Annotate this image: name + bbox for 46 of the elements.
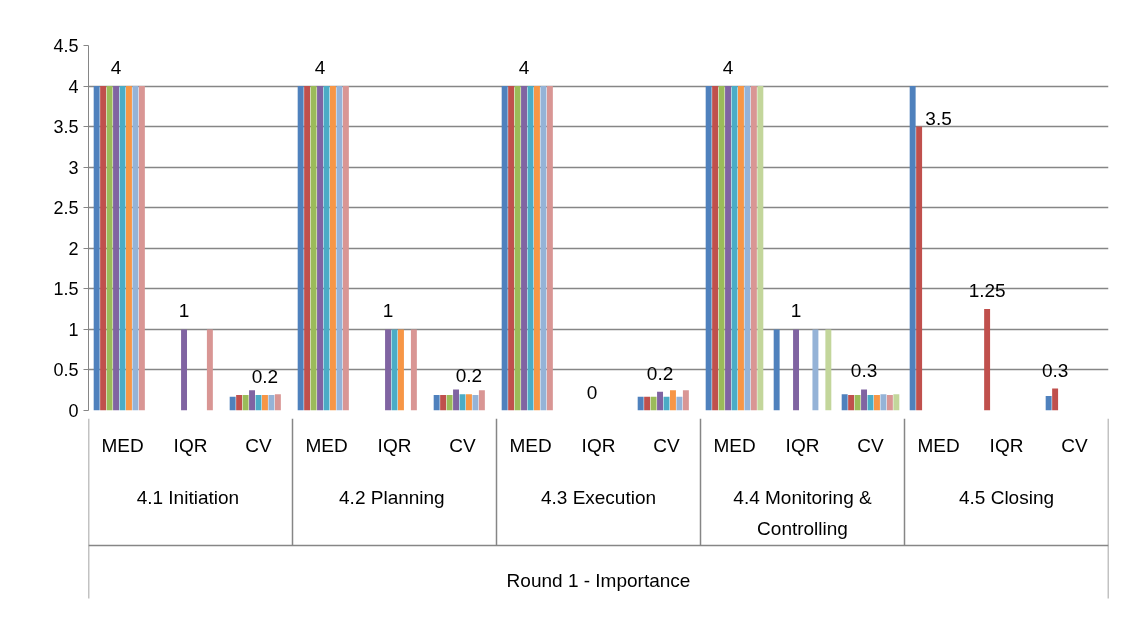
data-label: 4	[110, 57, 122, 79]
y-tick-label: 2	[68, 238, 79, 259]
text: 4.2 Planning	[339, 487, 445, 508]
y-tick-label: 3	[68, 157, 79, 178]
data-label: 0.3	[850, 360, 878, 382]
x-tick-label: MED	[713, 435, 756, 456]
text: 4.4 Monitoring & Controlling	[733, 487, 872, 539]
x-tick-label: IQR	[581, 435, 616, 456]
data-label: 0.2	[646, 362, 674, 384]
data-label: 4	[722, 57, 734, 79]
x-tick-label: MED	[509, 435, 552, 456]
data-label: 0.3	[1041, 359, 1069, 381]
x-tick-label: MED	[917, 435, 960, 456]
x-tick-label: CV	[857, 435, 885, 456]
x-tick-label: IQR	[377, 435, 412, 456]
x-tick-label: CV	[449, 435, 477, 456]
data-label: 4	[314, 57, 326, 79]
data-label: 3.5	[925, 107, 952, 129]
x-tick-label: IQR	[785, 435, 820, 456]
data-label: 1	[382, 300, 394, 322]
data-label: 4	[518, 57, 530, 79]
text: 4.5 Closing	[958, 487, 1055, 508]
x-tick-label: MED	[305, 435, 348, 456]
x-tick-label: CV	[653, 435, 681, 456]
data-label: 1.25	[968, 280, 1006, 302]
x-tick-label: CV	[245, 435, 273, 456]
x-tick-label: MED	[101, 435, 144, 456]
x-tick-label: CV	[1061, 435, 1089, 456]
data-label: 0.2	[455, 365, 483, 387]
y-tick-label: 1	[68, 319, 79, 340]
y-tick-label: 2.5	[53, 198, 79, 219]
y-tick-label: 0	[68, 401, 79, 421]
data-label: 0	[586, 381, 598, 403]
text: 4.3 Execution	[540, 487, 657, 508]
y-tick-label: 4.5	[53, 36, 79, 56]
y-tick-label: 1.5	[53, 279, 79, 300]
text: Round 1 - Importance	[506, 570, 691, 591]
data-label: 1	[178, 300, 190, 322]
x-tick-label: IQR	[989, 435, 1024, 456]
text: 4.1 Initiation	[136, 487, 240, 508]
y-tick-label: 4	[68, 76, 79, 97]
data-label: 0.2	[251, 366, 279, 388]
y-tick-label: 3.5	[53, 117, 79, 138]
y-tick-label: 0.5	[53, 360, 79, 381]
x-tick-label: IQR	[173, 435, 208, 456]
data-label: 1	[790, 300, 802, 322]
